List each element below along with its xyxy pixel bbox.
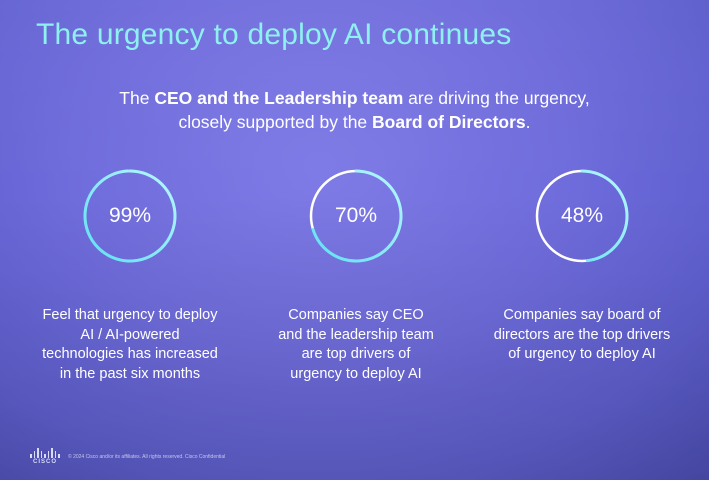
- subtitle-text: .: [525, 112, 531, 132]
- stat-card-urgency-increased: 99% Feel that urgency to deploy AI / AI-…: [10, 168, 250, 384]
- stat-value: 48%: [560, 204, 604, 227]
- stat-description-line: Companies say CEO: [288, 307, 424, 323]
- progress-ring-graphic: [309, 169, 403, 263]
- subtitle-line-2: closely supported by the Board of Direct…: [0, 110, 709, 134]
- subtitle-text: are driving the urgency,: [403, 88, 590, 108]
- cisco-logo: CISCO: [30, 448, 60, 465]
- stat-description: Companies say CEO and the leadership tea…: [236, 306, 476, 384]
- stat-description: Companies say board of directors are the…: [462, 306, 702, 365]
- slide-subtitle: The CEO and the Leadership team are driv…: [0, 86, 709, 134]
- slide-footer: CISCO © 2024 Cisco and/or its affiliates…: [30, 448, 226, 465]
- stat-description-line: and the leadership team: [278, 326, 434, 343]
- stat-description-line: in the past six months: [59, 365, 201, 382]
- stat-card-board-drivers: 48% Companies say board of directors are…: [462, 168, 702, 365]
- progress-ring: 99%: [82, 168, 178, 264]
- progress-ring-graphic: [535, 169, 629, 263]
- progress-ring-graphic: [83, 169, 177, 263]
- cisco-logo-bars-icon: [30, 448, 60, 458]
- progress-ring-fill: [309, 169, 403, 263]
- stat-value: 70%: [334, 204, 378, 227]
- progress-ring: 48%: [534, 168, 630, 264]
- progress-ring-fill: [83, 169, 177, 263]
- stat-description-line: Companies say board of: [503, 307, 661, 323]
- stat-description: Feel that urgency to deploy AI / AI-powe…: [10, 306, 250, 384]
- stat-description-line: urgency to deploy AI: [290, 365, 422, 382]
- stat-description-line: directors are the top drivers: [493, 326, 671, 343]
- stat-description-line: are top drivers of: [301, 346, 411, 362]
- progress-ring: 70%: [308, 168, 404, 264]
- cisco-logo-wordmark: CISCO: [32, 459, 57, 465]
- subtitle-bold-board: Board of Directors: [372, 112, 526, 132]
- stat-description-line: Feel that urgency to deploy: [42, 307, 218, 323]
- stat-description-line: of urgency to deploy AI: [508, 346, 656, 362]
- stat-description-line: AI / AI-powered: [80, 326, 180, 343]
- subtitle-bold-ceo: CEO and the Leadership team: [154, 88, 404, 108]
- subtitle-text: The: [119, 88, 155, 108]
- subtitle-text: closely supported by the: [178, 112, 373, 132]
- footer-copyright: © 2024 Cisco and/or its affiliates. All …: [68, 453, 226, 460]
- stat-card-ceo-drivers: 70% Companies say CEO and the leadership…: [236, 168, 476, 384]
- subtitle-line-1: The CEO and the Leadership team are driv…: [0, 86, 709, 110]
- slide-title: The urgency to deploy AI continues: [36, 18, 512, 51]
- stat-value: 99%: [108, 204, 152, 227]
- stat-description-line: technologies has increased: [42, 346, 218, 362]
- progress-ring-fill: [535, 169, 629, 263]
